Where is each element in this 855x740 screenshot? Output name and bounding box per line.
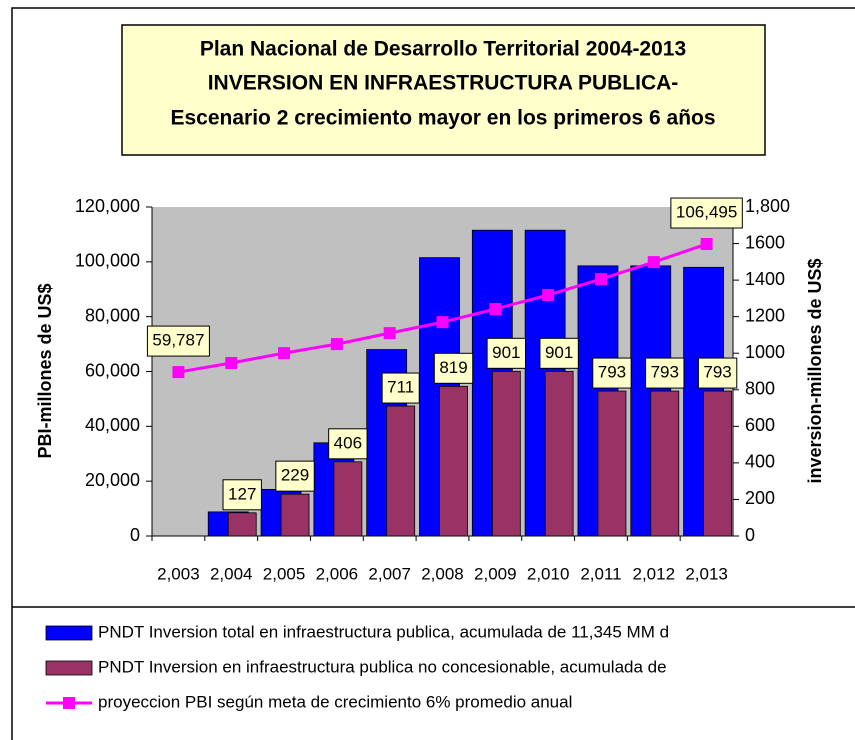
data-label: 59,787 bbox=[152, 331, 204, 350]
data-label: 106,495 bbox=[676, 203, 737, 222]
bar bbox=[386, 405, 416, 537]
legend-swatch bbox=[45, 660, 93, 676]
data-label-box bbox=[146, 325, 210, 357]
y-tick-label: 40,000 bbox=[85, 415, 140, 435]
marker bbox=[172, 366, 185, 379]
marker bbox=[700, 238, 713, 251]
data-label-box bbox=[486, 337, 527, 369]
chart-title: INVERSION EN INFRAESTRUCTURA PUBLICA- bbox=[208, 72, 679, 95]
data-label: 901 bbox=[492, 343, 520, 362]
y2-tick-label: 400 bbox=[745, 452, 775, 472]
x-tick-label: 2,006 bbox=[316, 564, 359, 583]
marker bbox=[489, 302, 502, 315]
data-label-box bbox=[381, 372, 420, 404]
data-label-box bbox=[275, 460, 315, 492]
y-tick-label: 80,000 bbox=[85, 305, 140, 325]
y2-axis-label: inversion-millones de US$ bbox=[805, 258, 825, 483]
y-tick-label: 100,000 bbox=[75, 251, 140, 271]
y-tick-label: 60,000 bbox=[85, 360, 140, 380]
bar bbox=[439, 385, 468, 537]
data-label: 793 bbox=[703, 363, 731, 382]
data-label-box bbox=[670, 197, 743, 229]
bar bbox=[333, 461, 363, 537]
chart-title: Escenario 2 crecimiento mayor en los pri… bbox=[170, 107, 715, 130]
marker bbox=[330, 338, 343, 351]
marker bbox=[647, 256, 660, 269]
x-tick-label: 2,009 bbox=[474, 564, 517, 583]
data-label: 406 bbox=[334, 433, 362, 452]
data-label: 793 bbox=[598, 363, 626, 382]
bar bbox=[491, 370, 521, 537]
y-tick-label: 120,000 bbox=[75, 196, 140, 216]
y-axis-label: PBI-millones de US$ bbox=[35, 283, 55, 458]
data-label-box bbox=[697, 357, 738, 389]
bar bbox=[227, 512, 257, 537]
data-label: 793 bbox=[651, 363, 679, 382]
y2-tick-label: 600 bbox=[745, 415, 775, 435]
data-label: 711 bbox=[387, 378, 414, 397]
chart-title: Plan Nacional de Desarrollo Territorial … bbox=[200, 38, 686, 61]
marker bbox=[542, 289, 555, 302]
data-label: 229 bbox=[281, 466, 309, 485]
legend-marker bbox=[63, 697, 75, 709]
marker bbox=[383, 327, 396, 340]
marker bbox=[594, 273, 607, 286]
x-tick-label: 2,012 bbox=[632, 564, 675, 583]
marker bbox=[225, 357, 238, 370]
legend-swatch bbox=[45, 625, 93, 641]
legend-label: proyeccion PBI según meta de crecimiento… bbox=[98, 692, 572, 711]
x-tick-label: 2,013 bbox=[685, 564, 728, 583]
y2-tick-label: 1400 bbox=[745, 269, 785, 289]
data-label-box bbox=[592, 357, 632, 389]
y2-tick-label: 200 bbox=[745, 488, 775, 508]
y2-tick-label: 1,800 bbox=[745, 196, 790, 216]
y2-tick-label: 1000 bbox=[745, 342, 785, 362]
data-label: 127 bbox=[228, 484, 256, 503]
bar bbox=[280, 493, 310, 537]
x-tick-label: 2,008 bbox=[421, 564, 464, 583]
marker bbox=[278, 347, 291, 360]
x-tick-label: 2,005 bbox=[263, 564, 306, 583]
data-label-box bbox=[222, 479, 262, 511]
data-label: 901 bbox=[545, 343, 573, 362]
bar bbox=[703, 390, 732, 537]
marker bbox=[436, 316, 449, 329]
x-tick-label: 2,010 bbox=[527, 564, 570, 583]
data-label: 819 bbox=[439, 358, 467, 377]
legend-label: PNDT Inversion en infraestructura public… bbox=[98, 657, 667, 676]
y-tick-label: 0 bbox=[130, 525, 140, 545]
y2-tick-label: 0 bbox=[745, 525, 755, 545]
data-label-box bbox=[328, 428, 368, 460]
data-label-box bbox=[433, 352, 474, 384]
legend-label: PNDT Inversion total en infraestructura … bbox=[98, 622, 669, 641]
bar bbox=[597, 390, 627, 537]
data-label-box bbox=[645, 357, 685, 389]
x-tick-label: 2,003 bbox=[157, 564, 200, 583]
x-tick-label: 2,007 bbox=[368, 564, 411, 583]
x-tick-label: 2,011 bbox=[580, 564, 621, 583]
x-tick-label: 2,004 bbox=[210, 564, 253, 583]
title-box bbox=[121, 24, 766, 156]
y2-tick-label: 800 bbox=[745, 379, 775, 399]
y2-tick-label: 1600 bbox=[745, 232, 785, 252]
y-tick-label: 20,000 bbox=[85, 470, 140, 490]
data-label-box bbox=[539, 337, 579, 369]
bar bbox=[544, 370, 574, 537]
y2-tick-label: 1200 bbox=[745, 305, 785, 325]
bar bbox=[650, 390, 680, 537]
